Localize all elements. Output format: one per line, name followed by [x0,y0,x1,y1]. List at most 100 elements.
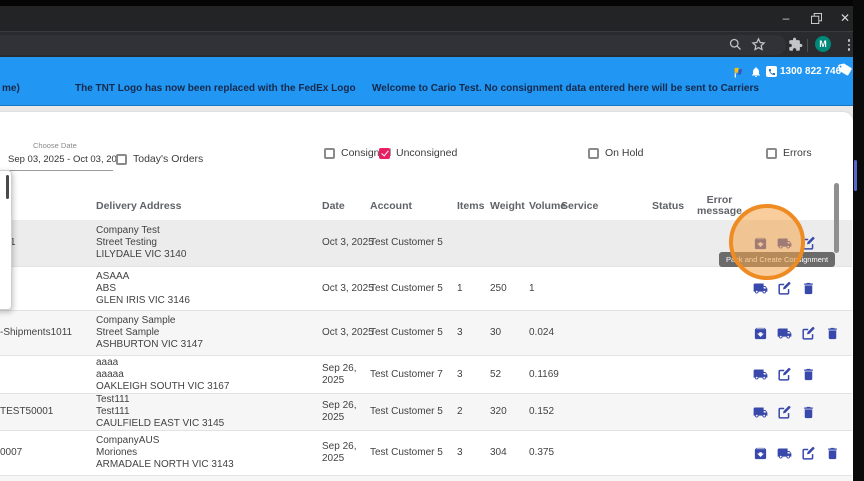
row-actions [745,367,852,382]
create-consignment-icon[interactable] [777,326,792,341]
pack-and-create-consignment-icon[interactable] [753,326,768,341]
order-ref-cell: 0007 [0,447,23,458]
volume-cell: 0.375 [529,447,555,458]
delivery-address-cell: Company Sample Street Sample ASHBURTON VIC… [96,315,322,351]
account-cell: Test Customer 5 [370,447,443,458]
profile-avatar[interactable]: M [815,36,831,52]
annotation-highlight-circle [729,204,805,280]
date-cell: Oct 3, 2025 [322,327,374,339]
minimize-button[interactable]: – [782,11,790,25]
delete-order-icon[interactable] [801,405,816,420]
browser-toolbar: M [0,31,853,58]
header-delivery-address: Delivery Address [96,199,182,212]
address-line: GLEN IRIS VIC 3146 [96,294,190,306]
edit-order-icon[interactable] [777,405,792,420]
checkbox-box [324,147,335,159]
browser-menu-icon[interactable] [843,37,855,53]
create-consignment-icon[interactable] [777,446,792,461]
volume-cell: 0.1169 [529,368,559,380]
table-header-row: Delivery Address Date Account Items Weig… [0,192,852,220]
close-button[interactable]: ✕ [839,11,851,25]
address-line: Street Testing [96,237,157,248]
window-top-edge [0,0,853,6]
volume-cell: 0.152 [529,406,555,417]
unconsigned-checkbox[interactable]: Unconsigned [379,147,457,159]
account-cell: Test Customer 5 [370,237,443,248]
table-scrollbar[interactable] [834,183,839,253]
address-line: ABS [96,282,117,294]
delete-order-icon[interactable] [801,281,816,296]
checkbox-box [766,147,777,159]
edge-scrollbar-fragment [854,160,857,191]
phone-icon [766,66,777,77]
extensions-icon[interactable] [788,37,804,53]
table-row[interactable]: 0007 CompanyAUS Moriones ARMADALE NORTH VIC… [0,430,852,475]
address-line: ARMADALE NORTH VIC 3143 [96,459,234,470]
items-cell: 3 [457,368,463,380]
date-line: Oct 3, 2025 [322,327,374,338]
delete-order-icon[interactable] [825,446,840,461]
edit-order-icon[interactable] [777,367,792,382]
address-line: ASAAA [96,270,130,282]
table-row[interactable]: ASAAA ABS GLEN IRIS VIC 3146 Oct 3, 2025 Tes… [0,266,852,310]
header-account: Account [370,199,412,212]
edit-order-icon[interactable] [801,326,816,341]
account-cell: Test Customer 5 [370,282,443,294]
errors-checkbox[interactable]: Errors [766,147,812,159]
checkbox-box [116,153,127,165]
header-items: Items [457,199,485,212]
panel-scrollbar[interactable] [6,175,9,199]
on-hold-checkbox[interactable]: On Hold [588,147,644,159]
weight-cell: 30 [490,327,502,338]
restore-button[interactable] [806,9,826,27]
table-row[interactable]: 1 Company Test Street Testing LILYDALE VIC … [0,220,852,266]
notifications-bell-icon[interactable] [750,66,762,78]
support-phone[interactable]: 1300 822 746 [766,66,841,77]
date-cell: Oct 3, 2025 [322,237,374,249]
volume-cell: 0.024 [529,327,555,338]
items-cell: 3 [457,327,463,338]
date-input-underline [0,170,113,171]
screen-right-edge [853,0,864,481]
header-weight: Weight [490,199,525,212]
date-cell: Sep 26, 2025 [322,363,370,387]
address-line: aaaaa [96,368,124,380]
address-line: Test111 [96,406,130,417]
edit-order-icon[interactable] [801,446,816,461]
browser-titlebar: – ✕ [0,6,853,31]
create-consignment-icon[interactable] [753,367,768,382]
table-row[interactable]: TEST50001 Test111 Test111 CAULFIELD EAST VI… [0,393,852,430]
create-consignment-icon[interactable] [753,281,768,296]
table-row[interactable]: TestName [0,475,852,481]
header-volume: Volume [529,199,567,212]
todays-orders-checkbox[interactable]: Today's Orders [116,153,203,165]
address-bar[interactable] [0,35,786,55]
table-row[interactable]: aaaa aaaaa OAKLEIGH SOUTH VIC 3167 Sep 26, 2… [0,355,852,393]
bookmark-star-icon[interactable] [751,37,767,53]
pack-and-create-consignment-icon[interactable] [753,446,768,461]
zoom-search-icon[interactable] [728,37,744,53]
address-line: CAULFIELD EAST VIC 3145 [96,418,225,429]
address-line: Street Sample [96,327,160,338]
status-flag-icon[interactable] [733,67,743,78]
address-line: CompanyAUS [96,435,160,446]
items-cell: 3 [457,447,463,458]
header-error-message: Error message [697,194,742,217]
tag-icon[interactable] [836,60,854,78]
checkbox-box [588,147,599,159]
checkbox-box [379,147,390,159]
date-cell: Sep 26, 2025 [322,441,370,465]
date-range-input[interactable]: Sep 03, 2025 - Oct 03, 2025 [8,154,128,165]
edit-order-icon[interactable] [777,281,792,296]
table-row[interactable]: -Shipments1011 Company Sample Street Sampl… [0,310,852,355]
create-consignment-icon[interactable] [753,405,768,420]
date-line: 2025 [322,453,345,464]
date-cell: Sep 26, 2025 [322,400,370,424]
delete-order-icon[interactable] [825,326,840,341]
account-cell: Test Customer 7 [370,368,443,380]
choose-date-label: Choose Date [33,141,77,150]
delete-order-icon[interactable] [801,367,816,382]
checkbox-label: Today's Orders [133,153,204,165]
orders-table-body: 1 Company Test Street Testing LILYDALE VIC … [0,220,852,481]
